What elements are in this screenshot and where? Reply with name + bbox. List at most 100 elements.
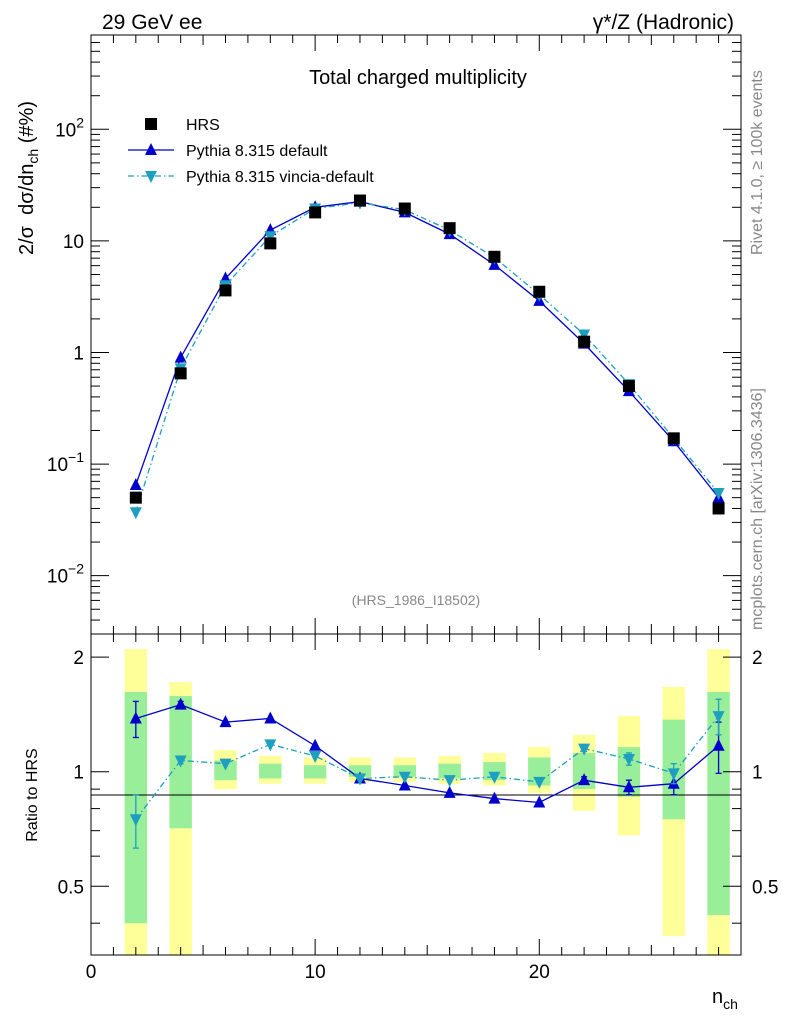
ratio-axis-ticks <box>90 634 742 955</box>
ratio-point <box>533 795 546 808</box>
ratio-point <box>488 771 501 784</box>
x-tick-labels: 0 10 20 <box>86 962 550 983</box>
ratio-point <box>712 738 725 751</box>
ratio-uncertainty-bands <box>124 649 730 955</box>
green-band <box>348 765 372 777</box>
ratio-series-pythia-8-315-default <box>129 697 725 808</box>
main-y-axis-label: 2/σ dσ/dnch (#%) <box>16 101 41 255</box>
ratio-point <box>309 738 322 751</box>
ratio-point <box>443 785 456 798</box>
ratio-y-tick-label-right: 0.5 <box>752 877 778 898</box>
legend-item: Pythia 8.315 vincia-default <box>128 169 374 186</box>
main-panel: 10−2 10−1 1 10 102 Total charged multiplicit… <box>16 34 742 635</box>
ratio-series-pythia-8-315-vincia-default <box>129 698 725 849</box>
green-band <box>707 691 730 916</box>
data-point <box>488 250 501 263</box>
ratio-point <box>622 780 635 793</box>
series-pythia-8-315-vincia-default <box>129 197 725 520</box>
y-tick-label: 1 <box>73 343 84 364</box>
data-point <box>578 329 591 342</box>
ratio-point <box>309 750 322 763</box>
ratio-point <box>578 773 591 786</box>
data-point <box>667 432 680 445</box>
ratio-point <box>174 697 187 710</box>
x-tick-label: 10 <box>305 962 326 983</box>
ratio-line <box>135 715 720 820</box>
data-point <box>443 222 456 235</box>
series-pythia-8-315-default <box>129 194 725 503</box>
ratio-series-group <box>129 697 725 849</box>
ratio-y-tick-label-right: 1 <box>752 763 763 784</box>
ratio-line <box>135 703 720 804</box>
ratio-point <box>712 711 725 724</box>
green-band <box>572 752 596 790</box>
green-band <box>259 763 282 779</box>
ratio-point <box>398 771 411 784</box>
ratio-point <box>129 814 142 827</box>
legend-item: Pythia 8.315 default <box>128 143 328 160</box>
green-band <box>303 765 327 779</box>
ratio-y-axis-label: Ratio to HRS <box>24 748 41 841</box>
ratio-point <box>622 753 635 766</box>
legend: HRS Pythia 8.315 default Pythia 8.315 vinc… <box>128 117 374 186</box>
x-tick-label: 0 <box>86 962 97 983</box>
ratio-point <box>443 775 456 788</box>
ratio-point <box>264 711 277 724</box>
data-point <box>264 231 277 244</box>
mcplots-source-label: mcplots.cern.ch [arXiv:1306.3436] <box>749 388 766 630</box>
data-point <box>129 491 142 504</box>
data-point <box>129 507 142 520</box>
x-tick-label: 20 <box>529 962 550 983</box>
ratio-point <box>667 768 680 781</box>
legend-marker <box>145 171 157 183</box>
green-band <box>617 747 641 797</box>
ratio-point <box>264 739 277 752</box>
rivet-version-label: Rivet 4.1.0, ≥ 100k events <box>749 70 766 255</box>
green-band <box>438 763 461 779</box>
ratio-point <box>174 755 187 768</box>
data-point <box>622 380 635 393</box>
green-band <box>393 765 416 777</box>
data-point <box>578 335 591 348</box>
data-point <box>129 477 142 490</box>
main-series-group <box>129 194 725 520</box>
ratio-y-tick-label: 0.5 <box>58 877 84 898</box>
data-point <box>174 350 187 363</box>
series-line <box>135 202 720 513</box>
ratio-point <box>129 711 142 724</box>
y-tick-label: 10−1 <box>47 449 84 476</box>
y-tick-label: 10−2 <box>47 561 84 588</box>
green-band <box>483 762 506 781</box>
ratio-y-tick-label: 2 <box>73 648 84 669</box>
ratio-y-tick-labels: 0.5 0.5 1 1 2 2 <box>58 648 779 898</box>
series-hrs <box>129 194 725 515</box>
ratio-point <box>533 776 546 789</box>
ratio-point <box>398 778 411 791</box>
data-point <box>174 367 187 380</box>
ratio-point <box>219 715 232 728</box>
legend-label: HRS <box>186 117 220 134</box>
legend-label: Pythia 8.315 default <box>186 143 328 160</box>
data-point <box>712 488 725 501</box>
legend-label: Pythia 8.315 vincia-default <box>186 169 374 186</box>
data-point <box>219 284 232 297</box>
ratio-point <box>353 773 366 786</box>
ratio-y-tick-label: 1 <box>73 763 84 784</box>
header-process-label: γ*/Z (Hadronic) <box>593 11 734 34</box>
ratio-panel-frame <box>90 633 742 956</box>
main-axis-ticks <box>90 34 742 635</box>
main-y-tick-labels: 10−2 10−1 1 10 102 <box>47 114 84 587</box>
data-point <box>398 202 411 215</box>
data-point <box>264 237 277 250</box>
data-point <box>533 285 546 298</box>
legend-marker <box>145 118 157 130</box>
header-energy-label: 29 GeV ee <box>102 11 202 34</box>
y-tick-label: 10 <box>63 232 84 253</box>
analysis-label: (HRS_1986_I18502) <box>352 592 480 608</box>
legend-marker <box>145 143 157 155</box>
ratio-y-tick-label-right: 2 <box>752 648 763 669</box>
y-tick-label: 102 <box>55 114 84 141</box>
ratio-point <box>219 758 232 771</box>
data-point <box>712 502 725 515</box>
